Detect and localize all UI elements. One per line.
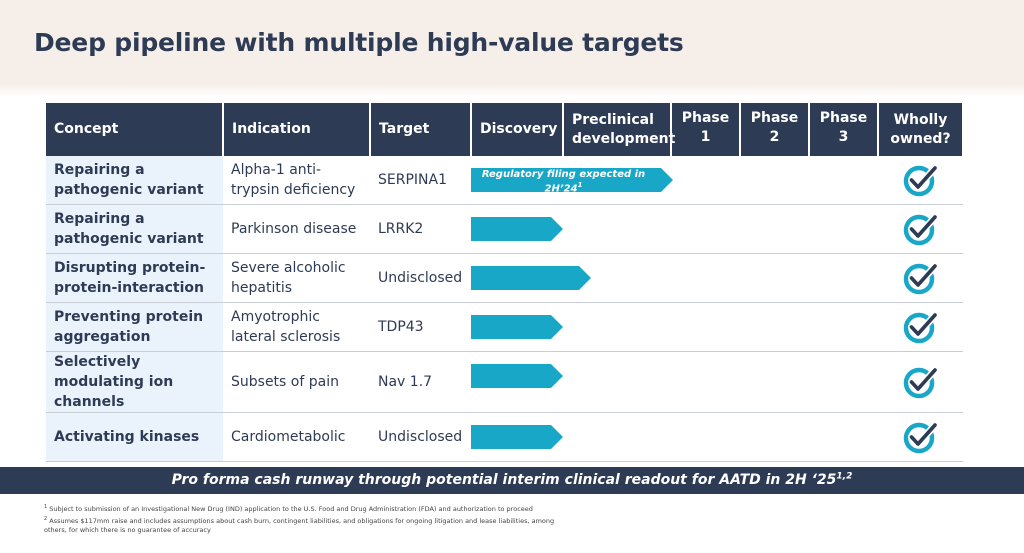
progress-cell <box>471 412 878 462</box>
progress-cell <box>471 302 878 352</box>
col-header-discovery: Discovery <box>471 103 564 156</box>
progress-bar <box>471 315 931 339</box>
col-header-indication: Indication <box>223 103 371 156</box>
owned-cell <box>878 351 963 413</box>
cash-runway-sup: 1,2 <box>836 471 853 482</box>
progress-arrow <box>471 168 673 192</box>
col-header-phase2: Phase 2 <box>740 103 810 156</box>
owned-cell <box>878 253 963 303</box>
concept-cell: Preventing protein aggregation <box>46 302 223 352</box>
pipeline-body: Repairing a pathogenic variant Alpha-1 an… <box>46 156 963 462</box>
footnote-2-text: Assumes $117mm raise and includes assump… <box>44 517 555 535</box>
table-row: Disrupting protein-protein-interaction Se… <box>46 253 963 303</box>
page-title: Deep pipeline with multiple high-value t… <box>34 28 684 57</box>
indication-cell: Amyotrophic lateral sclerosis <box>223 302 370 352</box>
indication-cell: Alpha-1 anti-trypsin deficiency <box>223 156 370 205</box>
target-cell: SERPINA1 <box>370 156 471 205</box>
footnote-1: 1 Subject to submission of an Investigat… <box>44 503 564 514</box>
check-icon <box>903 164 938 197</box>
progress-cell <box>471 253 878 303</box>
footnote-2: 2 Assumes $117mm raise and includes assu… <box>44 515 564 535</box>
owned-cell <box>878 412 963 462</box>
check-icon <box>903 262 938 295</box>
indication-cell: Cardiometabolic <box>223 412 370 462</box>
progress-bar <box>471 425 931 449</box>
progress-bar <box>471 364 931 388</box>
target-cell: Undisclosed <box>370 412 471 462</box>
col-header-owned: Wholly owned? <box>878 103 964 156</box>
progress-arrow <box>471 315 563 339</box>
table-row: Preventing protein aggregation Amyotrophi… <box>46 302 963 352</box>
table-row: Selectively modulating ion channels Subse… <box>46 351 963 413</box>
progress-bar <box>471 266 931 290</box>
col-header-phase1: Phase 1 <box>671 103 741 156</box>
footnote-1-number: 1 <box>44 504 48 510</box>
progress-arrow <box>471 266 591 290</box>
table-row: Repairing a pathogenic variant Alpha-1 an… <box>46 156 963 205</box>
indication-cell: Parkinson disease <box>223 204 370 254</box>
col-header-phase3: Phase 3 <box>809 103 879 156</box>
footnote-2-number: 2 <box>44 516 48 523</box>
col-header-preclinical: Preclinical development <box>563 103 675 156</box>
pipeline-table: Concept Indication Target Discovery Prec… <box>46 103 964 462</box>
concept-cell: Disrupting protein-protein-interaction <box>46 253 223 303</box>
table-row: Repairing a pathogenic variant Parkinson … <box>46 204 963 254</box>
cash-runway-banner: Pro forma cash runway through potential … <box>0 467 1024 494</box>
indication-cell: Severe alcoholic hepatitis <box>223 253 370 303</box>
progress-cell: Regulatory filing expected in 2H’241 <box>471 156 878 205</box>
progress-arrow <box>471 425 563 449</box>
col-header-concept: Concept <box>46 103 224 156</box>
target-cell: Nav 1.7 <box>370 351 471 413</box>
check-icon <box>903 421 938 454</box>
header-band <box>0 0 1024 96</box>
progress-note-text: Regulatory filing expected in 2H’24 <box>481 169 646 195</box>
progress-arrow <box>471 364 563 388</box>
progress-cell <box>471 204 878 254</box>
progress-note: Regulatory filing expected in 2H’241 <box>471 169 656 194</box>
col-header-target: Target <box>370 103 472 156</box>
target-cell: Undisclosed <box>370 253 471 303</box>
progress-arrow <box>471 217 563 241</box>
progress-note-sup: 1 <box>577 181 583 189</box>
cash-runway-text: Pro forma cash runway through potential … <box>171 472 837 488</box>
target-cell: LRRK2 <box>370 204 471 254</box>
table-row: Activating kinases Cardiometabolic Undiscl… <box>46 412 963 462</box>
concept-cell: Repairing a pathogenic variant <box>46 204 223 254</box>
indication-cell: Subsets of pain <box>223 351 370 413</box>
footnote-1-text: Subject to submission of an Investigatio… <box>49 505 533 514</box>
check-icon <box>903 366 938 399</box>
progress-bar: Regulatory filing expected in 2H’241 <box>471 168 931 194</box>
check-icon <box>903 311 938 344</box>
concept-cell: Repairing a pathogenic variant <box>46 156 223 205</box>
concept-cell: Selectively modulating ion channels <box>46 351 223 413</box>
progress-bar <box>471 217 931 241</box>
check-icon <box>903 213 938 246</box>
footnotes: 1 Subject to submission of an Investigat… <box>44 503 564 536</box>
header-row: Concept Indication Target Discovery Prec… <box>46 103 964 156</box>
target-cell: TDP43 <box>370 302 471 352</box>
owned-cell <box>878 302 963 352</box>
progress-cell <box>471 351 878 413</box>
concept-cell: Activating kinases <box>46 412 223 462</box>
owned-cell <box>878 156 963 205</box>
owned-cell <box>878 204 963 254</box>
